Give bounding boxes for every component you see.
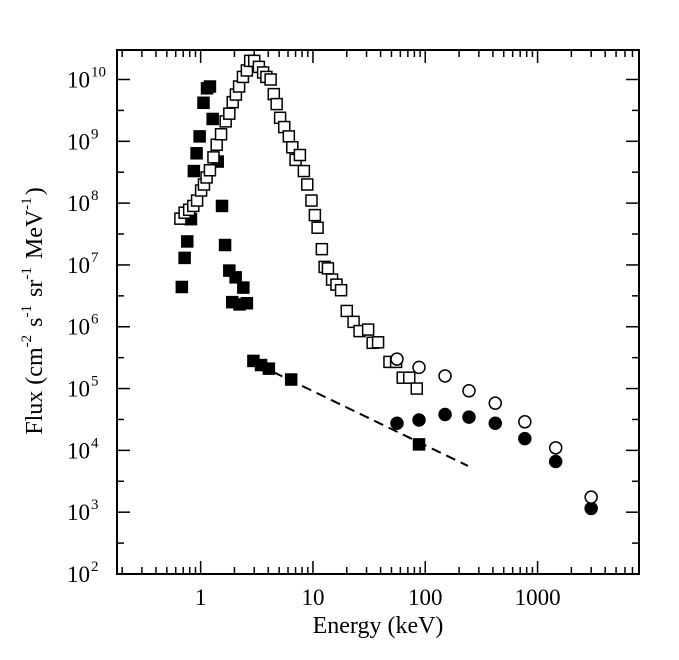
y-axis-title-superscript: -1 [19,305,35,318]
y-tick-label: 10 [67,67,90,92]
filled-square-point [240,296,254,310]
filled-square-point [197,96,210,110]
open-circle-point [390,352,404,366]
filled-circle-point [488,416,503,430]
open-square-point [340,304,354,318]
y-tick-exponent: 2 [91,559,99,575]
filled-circle-point [412,413,426,427]
filled-square-point [175,280,189,294]
open-circle-point [584,490,598,504]
y-axis-title-text: sr [22,280,48,303]
open-square-point [210,138,223,151]
x-tick-label: 10 [301,585,324,610]
y-tick-label: 10 [67,377,90,402]
y-tick-exponent: 4 [91,435,99,451]
filled-square-point [223,264,236,277]
open-circle-point [488,396,503,410]
y-axis-title-text: s [22,318,48,333]
filled-square-point [193,130,206,143]
open-square-point [214,128,228,141]
open-square-point [305,194,318,207]
y-tick-exponent: 9 [91,126,99,142]
filled-circle-point [390,416,404,430]
filled-square-point [187,164,201,178]
open-circle-point [412,360,426,375]
y-axis-title-text: MeV [22,209,48,265]
axis-ticks [117,50,640,575]
filled-circle-point [518,431,532,446]
open-square-point [361,323,375,336]
y-tick-label: 10 [67,438,90,463]
y-axis-title-superscript: -1 [19,267,35,280]
filled-square-point [237,281,250,294]
y-tick-exponent: 5 [91,374,99,390]
y-tick-label: 10 [67,500,90,525]
filled-square-point [218,238,232,252]
y-tick-exponent: 7 [91,250,99,266]
filled-square-point [215,199,229,213]
y-tick-label: 10 [67,315,90,340]
open-square-point [334,283,348,297]
open-square-point [301,178,314,191]
y-axis-title-superscript: -1 [19,197,35,210]
y-tick-exponent: 3 [91,497,99,513]
y-tick-exponent: 10 [91,64,106,80]
open-square-point [282,130,296,143]
open-square-point [311,221,324,234]
open-square-point [410,382,424,395]
y-tick-label: 10 [67,191,90,216]
y-tick-exponent: 8 [91,188,99,204]
y-tick-label: 10 [67,129,90,154]
filled-square-point [178,251,191,265]
open-square-point [371,336,385,349]
filled-square-point [229,271,242,284]
open-circle-point [462,384,476,398]
y-tick-exponent: 6 [91,312,99,328]
filled-square-point [181,235,194,248]
x-tick-label: 1000 [515,585,561,610]
open-square-point [308,208,322,222]
open-circle-point [548,441,563,455]
open-square-point [297,164,311,178]
open-square-point [207,151,220,164]
open-square-point [264,73,277,86]
filled-circle-point [462,410,476,424]
filled-circle-point [584,501,598,516]
filled-square-point [203,80,217,93]
plot-frame [116,49,640,575]
open-square-point [270,97,283,111]
x-tick-label: 1 [195,585,207,610]
open-square-point [203,164,217,177]
x-tick-label: 100 [408,585,443,610]
filled-square-point [262,362,276,375]
y-axis-title-text: Flux (cm [22,347,48,435]
open-circle-point [518,415,532,429]
filled-circle-point [438,407,452,422]
filled-square-point [190,147,203,160]
filled-square-point [206,112,219,126]
x-axis-title: Energy (keV) [313,613,444,639]
filled-circle-point [548,454,563,469]
open-square-point [321,262,335,275]
open-circle-point [438,369,452,383]
y-tick-label: 10 [67,253,90,278]
open-square-point [402,371,416,384]
data-series [174,54,598,516]
y-axis-title-text: ) [22,187,48,195]
filled-square-point [284,373,298,386]
open-square-point [315,242,329,256]
y-tick-label: 10 [67,562,90,587]
y-axis-title: Flux (cm-2 s-1 sr-1 MeV-1 ) [19,187,48,434]
open-square-point [293,148,307,162]
open-square-point [223,107,236,120]
y-axis-title-superscript: -2 [19,335,35,348]
dashed-fit-line [258,364,469,467]
plot-background [117,50,639,574]
open-square-point [286,141,299,154]
